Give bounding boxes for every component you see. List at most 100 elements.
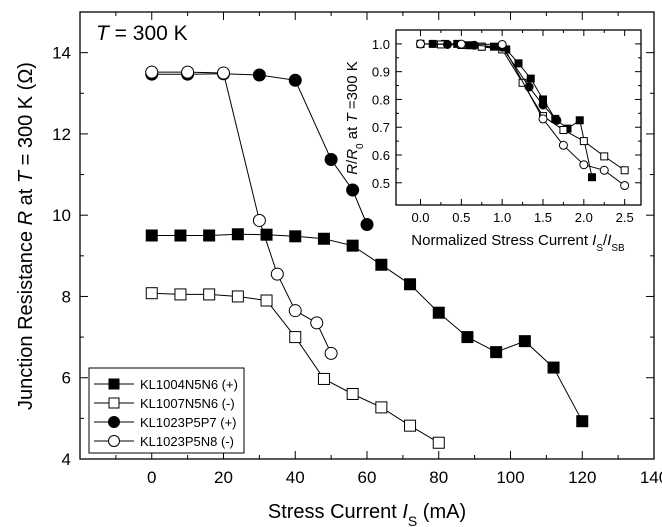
inset-data-point xyxy=(538,114,548,124)
inset-x-tick-label: 2.5 xyxy=(616,210,634,225)
main-ticks: 0 20 40 60 80 100 120 140 4 6 8 10 12 14 xyxy=(52,11,662,487)
inset-plot-frame xyxy=(395,29,642,206)
data-point xyxy=(203,288,216,301)
inset-data-point xyxy=(620,166,629,175)
inset-data-point xyxy=(559,126,568,134)
inset-data-point xyxy=(514,59,523,68)
data-point xyxy=(203,229,216,242)
main-series-1 xyxy=(145,228,589,428)
inset-y-axis-label: R/R0 at T =300 K xyxy=(344,61,366,175)
inset-chart: 0.0 0.5 1.0 1.5 2.0 2.5 0.5 0.6 0.7 0.8 0.9 1.0 Nor… xyxy=(344,27,645,254)
legend-marker xyxy=(108,397,120,409)
main-y-axis-label: Junction Resistance R at T = 300 K (Ω) xyxy=(15,62,37,410)
data-point xyxy=(461,331,474,344)
data-point xyxy=(270,267,284,281)
y-tick-label: 10 xyxy=(52,206,71,225)
data-point xyxy=(181,65,195,79)
x-tick-label: 80 xyxy=(429,468,448,487)
data-point xyxy=(324,153,338,167)
data-point xyxy=(490,346,503,359)
data-point xyxy=(310,316,324,330)
inset-x-axis-label: Normalized Stress Current IS/ISB xyxy=(411,232,625,254)
legend-marker xyxy=(108,378,120,390)
data-point xyxy=(360,218,374,232)
inset-data-point xyxy=(579,137,588,146)
data-point xyxy=(324,346,338,360)
data-point xyxy=(145,287,158,300)
inset-y-tick-label: 0.6 xyxy=(372,148,390,163)
data-point xyxy=(547,361,560,374)
series-line xyxy=(151,71,332,354)
inset-y-tick-label: 0.5 xyxy=(372,176,390,191)
main-chart: 0 20 40 60 80 100 120 140 4 6 8 10 12 14 T = 300 K St… xyxy=(15,11,662,527)
temperature-annotation: T = 300 K xyxy=(96,22,188,45)
legend-label: KL1007N5N6 (-) xyxy=(140,396,235,411)
inset-y-tick-label: 1.0 xyxy=(372,37,390,52)
data-point xyxy=(260,228,273,241)
main-plot-frame xyxy=(79,11,655,460)
data-point xyxy=(252,213,266,227)
y-tick-label: 12 xyxy=(52,125,71,144)
inset-data-point xyxy=(416,39,425,49)
inset-data-point xyxy=(456,39,466,49)
inset-data-point xyxy=(497,39,507,49)
inset-data-point xyxy=(552,115,562,125)
data-point xyxy=(174,288,187,301)
data-point xyxy=(576,415,589,428)
data-point xyxy=(289,331,302,344)
inset-y-tick-label: 0.7 xyxy=(372,120,390,135)
inset-x-tick-label: 2.0 xyxy=(575,210,593,225)
inset-series-4 xyxy=(416,39,630,191)
inset-x-tick-label: 0.0 xyxy=(411,210,429,225)
data-point xyxy=(346,239,359,252)
data-point xyxy=(375,258,388,271)
inset-x-tick-label: 0.5 xyxy=(452,210,470,225)
inset-y-tick-label: 0.9 xyxy=(372,65,390,80)
series-line xyxy=(151,73,368,225)
data-point xyxy=(404,419,417,432)
legend-label: KL1023P5N8 (-) xyxy=(140,434,234,449)
data-point xyxy=(174,229,187,242)
data-point xyxy=(252,68,266,82)
inset-data-point xyxy=(599,165,609,175)
data-point xyxy=(288,304,302,318)
inset-data-point xyxy=(600,152,609,161)
legend-label: KL1004N5N6 (+) xyxy=(140,377,238,392)
y-tick-label: 4 xyxy=(62,450,71,469)
y-tick-label: 8 xyxy=(62,287,71,306)
main-x-axis-label: Stress Current IS (mA) xyxy=(268,501,466,527)
main-series-2 xyxy=(145,287,445,449)
inset-data-point xyxy=(538,100,548,110)
inset-ticks: 0.0 0.5 1.0 1.5 2.0 2.5 0.5 0.6 0.7 0.8 0.9 1.0 xyxy=(372,30,641,225)
main-series-3 xyxy=(145,67,374,232)
main-series-4 xyxy=(145,65,338,360)
x-tick-label: 140 xyxy=(640,468,662,487)
data-point xyxy=(346,387,359,400)
data-point xyxy=(217,66,230,80)
data-point xyxy=(346,183,360,197)
data-point xyxy=(231,228,244,241)
data-point xyxy=(288,73,302,87)
main-series xyxy=(145,65,589,449)
data-point xyxy=(432,436,445,449)
y-tick-label: 14 xyxy=(52,44,71,63)
data-point xyxy=(260,294,273,307)
inset-background xyxy=(392,27,645,230)
inset-data-point xyxy=(620,181,630,191)
inset-data-point xyxy=(579,160,589,170)
inset-data-point xyxy=(526,74,535,83)
legend-marker xyxy=(108,416,120,428)
x-tick-label: 20 xyxy=(214,468,233,487)
legend-label: KL1023P5P7 (+) xyxy=(140,415,236,430)
data-point xyxy=(145,65,159,79)
x-tick-label: 0 xyxy=(147,468,156,487)
data-point xyxy=(317,232,330,245)
inset-data-point xyxy=(575,116,584,125)
data-point xyxy=(518,335,531,348)
inset-data-point xyxy=(558,140,568,150)
y-tick-label: 6 xyxy=(62,369,71,388)
x-tick-label: 40 xyxy=(286,468,305,487)
data-point xyxy=(404,278,417,291)
legend-marker xyxy=(108,435,120,447)
